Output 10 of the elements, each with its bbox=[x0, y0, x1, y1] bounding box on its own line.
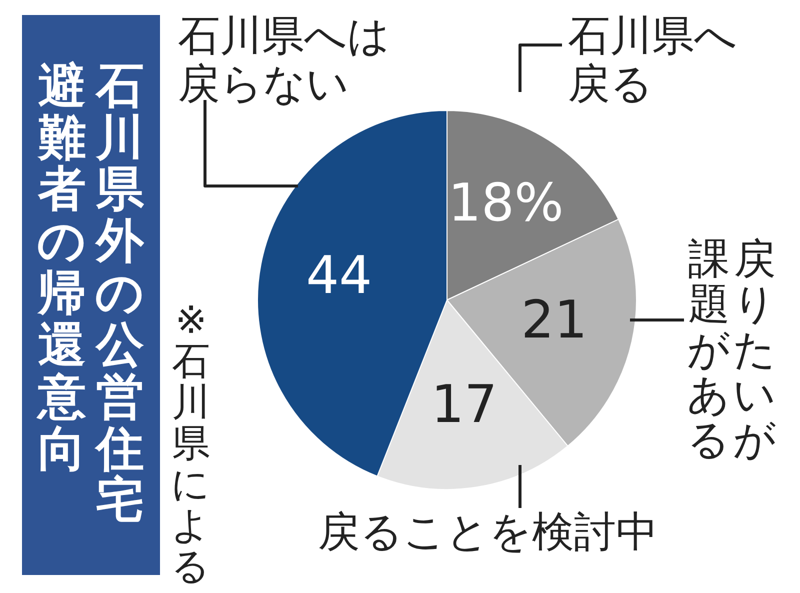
slice-label: 石川県へ戻る bbox=[568, 11, 738, 109]
text: ※石川県による bbox=[171, 298, 210, 590]
data-label: 17 bbox=[431, 375, 498, 436]
chart-title: 石川県外の公営住宅避難者の帰還意向 bbox=[37, 58, 144, 528]
data-label: 21 bbox=[521, 290, 588, 350]
category-label: 戻りたいが課題がある bbox=[687, 234, 776, 464]
slice-label: 石川県へは戻らない bbox=[178, 11, 391, 109]
data-label: 44 bbox=[306, 246, 372, 306]
slice-label: 戻ることを検討中 bbox=[318, 507, 659, 556]
data-label: 18% bbox=[448, 174, 564, 234]
